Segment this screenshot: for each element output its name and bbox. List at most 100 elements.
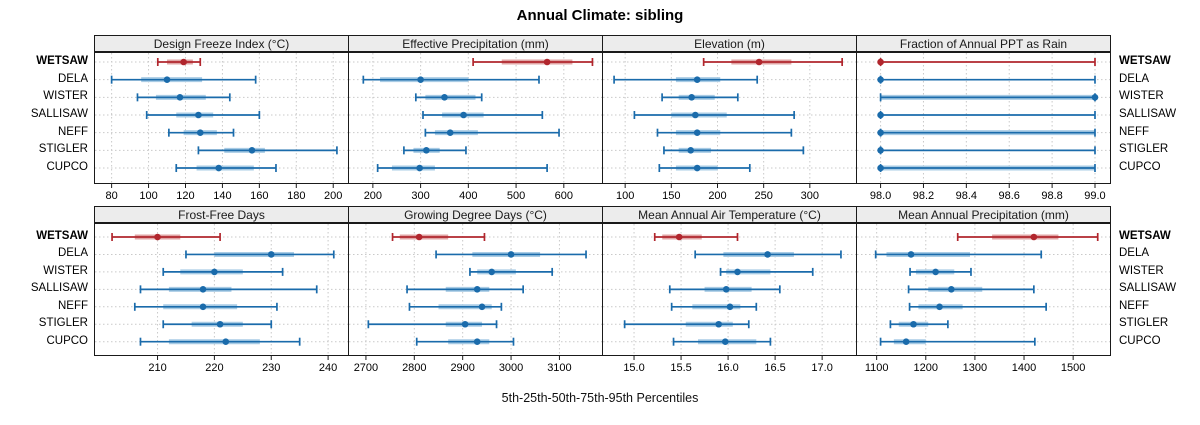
axis-canvas-fraction-of-annual-ppt-as-rain: 98.0 98.2 98.4 98.6 98.8 99.0 [870,184,1106,202]
series-wister [909,267,972,276]
median-dot [248,147,256,154]
panel-canvas-mean-annual-air-temperature-c [603,224,856,355]
axis-tick-label: 180 [287,190,305,202]
panel-plot-frost-free-days [94,223,349,356]
station-label-right-neff-row1: NEFF [1119,299,1150,312]
axis-tick-label: 120 [176,190,194,202]
panel-axis-design-freeze-index-c: 80 100 120 140 160 180 200 [94,184,349,202]
station-label-right-cupco-row0: CUPCO [1119,161,1161,174]
axis-tick-label: 600 [555,190,573,202]
series-stigler [623,320,750,329]
median-dot [473,286,481,293]
series-stigler [877,146,1096,155]
panel-axis-fraction-of-annual-ppt-as-rain: 98.0 98.2 98.4 98.6 98.8 99.0 [856,184,1111,202]
station-label-left-stigler-row1: STIGLER [38,317,88,330]
panel-plot-mean-annual-precipitation-mm [856,223,1111,356]
axis-canvas-design-freeze-index-c: 80 100 120 140 160 180 200 [105,184,342,202]
series-neff [424,128,560,137]
median-dot [693,76,701,83]
percentiles-caption: 5th-25th-50th-75th-95th Percentiles [501,391,699,405]
panel-header-frost-free-days: Frost-Free Days [94,206,349,223]
series-wister [136,93,231,102]
series-sallisaw [877,111,1096,120]
series-neff [656,128,793,137]
station-label-left-cupco-row0: CUPCO [46,161,88,174]
axis-tick-label: 400 [459,190,477,202]
axis-tick-label: 230 [262,362,280,374]
median-dot [154,233,161,241]
axis-tick-label: 2700 [354,362,378,374]
axis-tick-label: 210 [148,362,166,374]
median-dot [222,338,230,345]
axis-tick-label: 98.2 [913,190,934,202]
median-dot [877,164,884,172]
panel-plot-elevation-m [602,52,857,184]
series-neff [133,302,278,311]
series-wister [469,267,554,276]
panel-header-mean-annual-precipitation-mm: Mean Annual Precipitation (mm) [856,206,1111,223]
median-dot [478,303,486,311]
series-sallisaw [139,285,318,294]
axis-canvas-effective-precipitation-mm: 200 300 400 500 600 [364,184,573,202]
series-stigler [162,320,273,329]
axis-tick-label: 1100 [865,362,889,374]
panel-plot-design-freeze-index-c [94,52,349,184]
station-label-left-wister-row1: WISTER [43,264,88,277]
median-dot [461,320,469,328]
station-label-right-wister-row1: WISTER [1119,264,1164,277]
station-label-left-stigler-row0: STIGLER [38,143,88,156]
axis-canvas-mean-annual-precipitation-mm: 1100 1200 1300 1400 1500 [865,356,1085,374]
median-dot [687,147,695,154]
axis-tick-label: 3000 [499,362,523,374]
axis-tick-label: 98.0 [870,190,891,202]
station-label-left-neff-row1: NEFF [57,299,88,312]
series-wister [162,267,284,276]
median-dot [163,76,171,83]
axis-tick-label: 100 [616,190,634,202]
series-wetsaw [391,233,486,241]
median-dot [446,129,454,136]
station-label-left-sallisaw-row1: SALLISAW [30,282,88,295]
station-label-right-neff-row0: NEFF [1119,125,1150,138]
median-dot [877,147,884,154]
series-neff [168,128,235,137]
axis-tick-label: 220 [205,362,223,374]
axis-canvas-mean-annual-air-temperature-c: 15.0 15.5 16.0 16.5 17.0 [623,356,833,374]
station-label-right-stigler-row0: STIGLER [1119,143,1169,156]
panel-header-mean-annual-air-temperature-c: Mean Annual Air Temperature (°C) [602,206,857,223]
median-dot [195,111,202,119]
axis-tick-label: 17.0 [811,362,832,374]
series-stigler [367,320,498,329]
panel-plot-growing-degree-days-c [348,223,603,356]
panel-axis-growing-degree-days-c: 2700 2800 2900 3000 3100 [348,356,603,374]
station-label-left-neff-row0: NEFF [57,125,88,138]
median-dot [726,303,734,311]
chart-title: Annual Climate: sibling [516,7,684,24]
panel-axis-effective-precipitation-mm: 200 300 400 500 600 [348,184,603,202]
axis-tick-label: 98.4 [956,190,977,202]
median-dot [693,164,701,172]
panel-header-fraction-of-annual-ppt-as-rain: Fraction of Annual PPT as Rain [856,35,1111,52]
series-wetsaw [877,58,1096,66]
median-dot [507,251,515,258]
panel-plot-mean-annual-air-temperature-c [602,223,857,356]
median-dot [755,58,763,66]
station-label-right-sallisaw-row0: SALLISAW [1119,108,1177,120]
station-label-left-sallisaw-row0: SALLISAW [30,108,88,120]
station-label-right-wetsaw-row0: WETSAW [1119,55,1171,67]
median-dot [543,58,551,66]
series-wetsaw [956,233,1099,241]
series-cupco [877,164,1096,173]
series-dela [877,75,1096,84]
panel-axis-mean-annual-precipitation-mm: 1100 1200 1300 1400 1500 [856,356,1111,374]
median-dot [877,58,884,66]
median-dot [423,147,430,154]
axis-tick-label: 16.0 [717,362,738,374]
axis-tick-label: 100 [139,190,157,202]
panel-axis-frost-free-days: 210 220 230 240 [94,356,349,374]
median-dot [902,338,910,345]
median-dot [1030,233,1038,241]
station-label-left-wetsaw-row1: WETSAW [36,230,88,242]
series-stigler [403,146,467,155]
